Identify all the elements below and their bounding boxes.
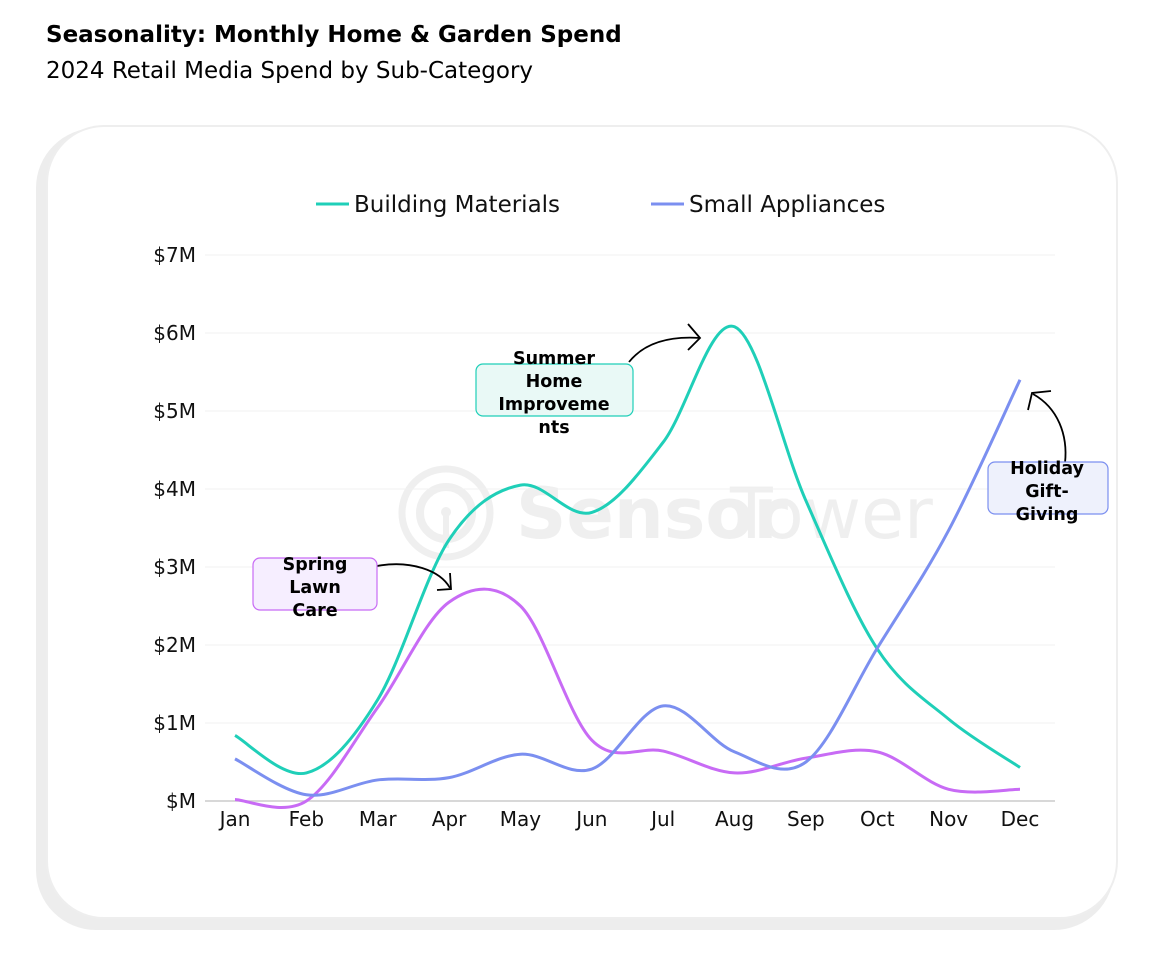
annotation-arrow [376,563,451,589]
annotation-box [987,461,1109,515]
annotation-text: Gift- [1025,482,1069,502]
annotation-text: Care [292,601,337,621]
annotation-text: Giving [1016,505,1079,525]
annotation-arrow [1032,393,1067,464]
annotation-text: nts [538,418,569,438]
x-tick-label: Oct [860,807,895,831]
series-line-small-appliances [234,379,1022,797]
y-tick-label: $7M [153,243,196,267]
annotation-callout: Spring Lawn Care [252,555,452,621]
series-line-unlabeled [234,587,1021,809]
x-tick-label: Dec [1001,807,1040,831]
series-lines [234,324,1022,809]
annotation-box [475,363,634,417]
x-tick-label: Jun [574,807,607,831]
annotation-text: Home [526,372,583,392]
legend: Building Materials Small Appliances [316,192,885,218]
chart-subtitle: 2024 Retail Media Spend by Sub-Category [46,58,534,84]
legend-item: Small Appliances [651,192,885,218]
x-tick-label: May [500,807,542,831]
x-axis: Jan Feb Mar Apr May Jun Jul Aug Sep Oct Nov Dec [218,807,1040,831]
y-tick-label: $2M [153,633,196,657]
arrowhead-icon [687,323,702,351]
x-tick-label: Apr [432,807,467,831]
y-tick-label: $3M [153,555,196,579]
annotation-text: Lawn [289,578,341,598]
y-axis: $M $1M $2M $3M $4M $5M $6M $7M [153,243,196,813]
y-tick-label: $M [166,789,196,813]
annotation-text: Spring [283,555,348,575]
annotation-callout: Summer Home Improveme nts [475,323,702,438]
chart-title: Seasonality: Monthly Home & Garden Spend [46,22,622,48]
annotation-arrow [628,336,701,363]
y-tick-label: $5M [153,399,196,423]
y-tick-label: $1M [153,711,196,735]
watermark: Sensor Tower [398,465,933,561]
x-tick-label: Mar [359,807,398,831]
x-tick-label: Jul [649,807,675,831]
arrowhead-icon [1027,390,1052,411]
watermark-brand-light: Tower [729,473,933,555]
annotation-text: Holiday [1010,459,1084,479]
arrowhead-icon [436,572,452,591]
annotations: Spring Lawn Care Summer Home Improveme nts Holi… [252,323,1109,621]
annotation-box [252,557,378,611]
x-tick-label: Aug [715,807,754,831]
legend-item: Building Materials [316,192,560,218]
x-tick-label: Sep [787,807,825,831]
x-tick-label: Jan [218,807,251,831]
annotation-callout: Holiday Gift- Giving [987,390,1109,525]
legend-label: Building Materials [354,192,560,218]
y-tick-label: $6M [153,321,196,345]
annotation-text: Improveme [498,395,609,415]
legend-label: Small Appliances [689,192,885,218]
annotation-text: Summer [513,349,595,369]
x-tick-label: Feb [289,807,324,831]
y-tick-label: $4M [153,477,196,501]
watermark-brand-bold: Sensor [516,473,788,555]
sensor-tower-logo-icon [398,465,494,561]
x-tick-label: Nov [929,807,968,831]
